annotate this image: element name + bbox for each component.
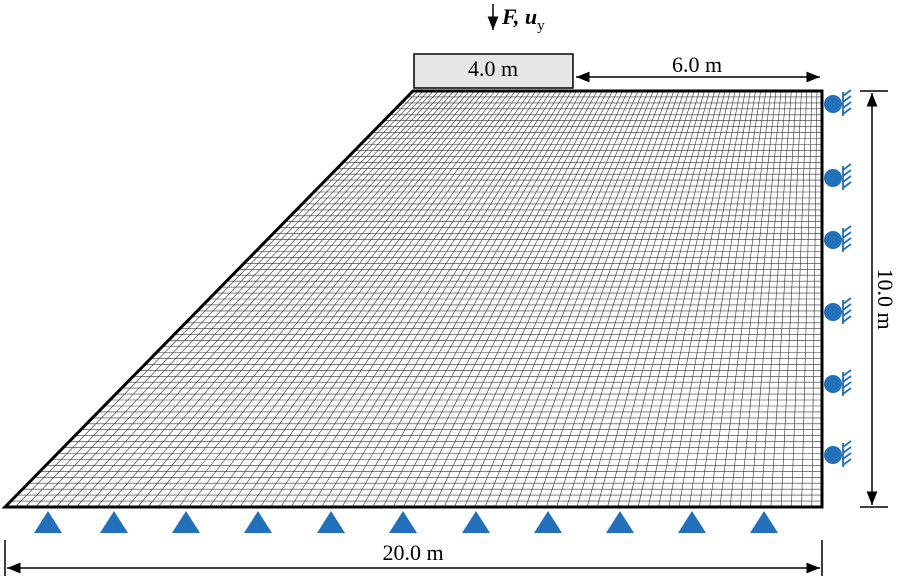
pin-support xyxy=(100,511,128,533)
load-label-subscript: y xyxy=(537,18,545,34)
pin-support xyxy=(172,511,200,533)
supports xyxy=(34,89,852,533)
roller-support xyxy=(824,231,842,249)
mesh-lines xyxy=(10,90,822,508)
pin-support xyxy=(678,511,706,533)
support-hatch xyxy=(842,225,852,252)
mesh xyxy=(10,90,822,508)
pin-support xyxy=(462,511,490,533)
height-label: 10.0 m xyxy=(873,268,898,329)
roller-support xyxy=(824,303,842,321)
top-dim-label: 6.0 m xyxy=(672,52,722,77)
support-hatch xyxy=(842,163,852,190)
support-hatch xyxy=(842,369,852,396)
base-label: 20.0 m xyxy=(382,540,443,565)
roller-support xyxy=(824,95,842,113)
support-hatch xyxy=(842,297,852,324)
pin-support xyxy=(34,511,62,533)
support-hatch xyxy=(842,89,852,116)
pin-support xyxy=(534,511,562,533)
pin-support xyxy=(606,511,634,533)
load-box xyxy=(413,53,574,89)
pin-support xyxy=(317,511,345,533)
roller-support xyxy=(824,446,842,464)
roller-support xyxy=(824,169,842,187)
support-hatch xyxy=(842,440,852,467)
pin-support xyxy=(750,511,778,533)
domain-outline xyxy=(1,89,824,509)
roller-support xyxy=(824,375,842,393)
load-label: F, uy xyxy=(501,4,545,34)
pin-support xyxy=(244,511,272,533)
load-width-label: 4.0 m xyxy=(468,56,518,81)
load-label-main: F, u xyxy=(501,4,537,29)
pin-support xyxy=(389,511,417,533)
